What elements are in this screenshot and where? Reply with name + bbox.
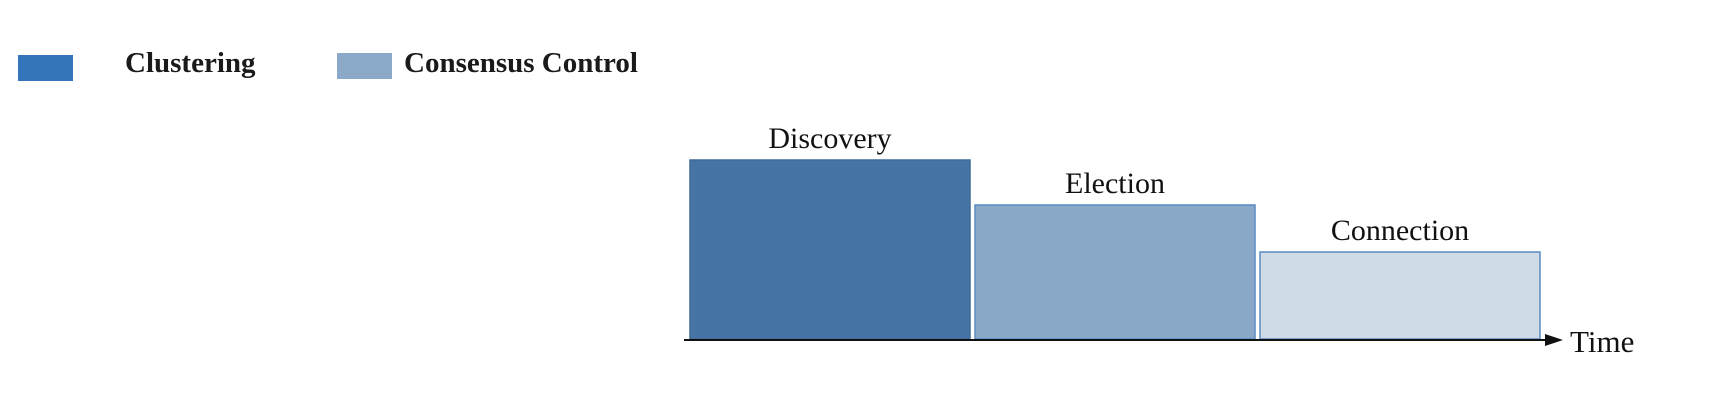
phase-bar-connection	[1259, 251, 1541, 340]
phase-label-election: Election	[1065, 167, 1165, 200]
phase-bar-discovery	[689, 159, 971, 340]
legend-swatch-consensus-control	[337, 53, 392, 79]
phase-label-connection: Connection	[1331, 214, 1469, 247]
phase-label-discovery: Discovery	[768, 122, 891, 155]
legend-swatch-clustering	[18, 55, 73, 81]
time-axis-label: Time	[1570, 324, 1634, 359]
time-axis-arrowhead	[1545, 334, 1563, 346]
phase-bar-election	[974, 204, 1256, 340]
legend-label-consensus-control: Consensus Control	[404, 47, 638, 79]
legend-label-clustering: Clustering	[125, 47, 256, 79]
